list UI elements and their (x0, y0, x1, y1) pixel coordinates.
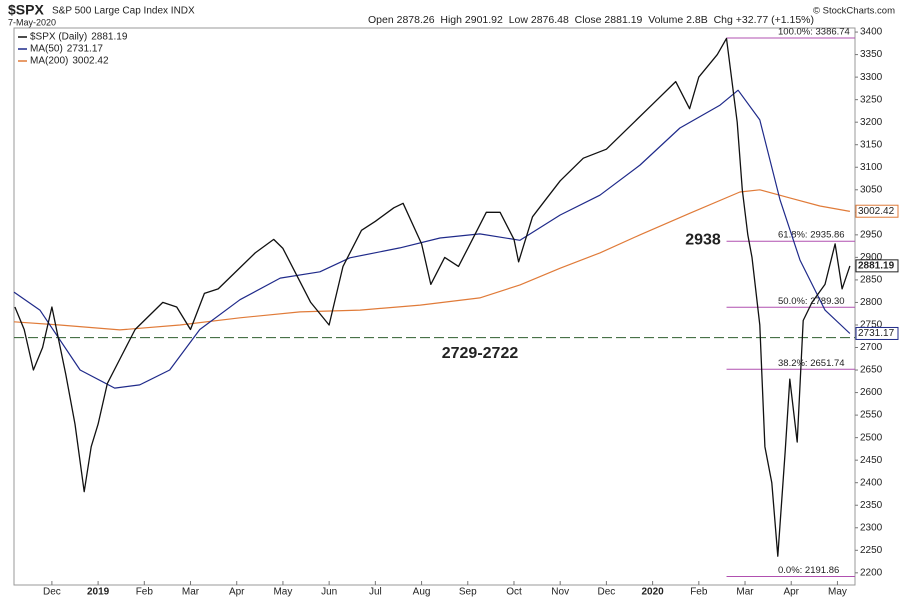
x-tick-label: Oct (506, 587, 522, 598)
credit: © StockCharts.com (813, 6, 895, 17)
fib-label: 50.0%: 2789.30 (778, 296, 845, 307)
x-tick-label: May (828, 587, 847, 598)
y-tick-label: 2950 (860, 229, 883, 240)
x-tick-label: May (273, 587, 292, 598)
legend-label: MA(200) (30, 56, 68, 67)
x-tick-label: Feb (136, 587, 154, 598)
x-tick-label: Nov (551, 587, 569, 598)
y-tick-label: 2650 (860, 365, 883, 376)
y-tick-label: 2700 (860, 342, 883, 353)
y-tick-label: 3100 (860, 162, 883, 173)
series-line (13, 189, 851, 331)
x-tick-label: Mar (182, 587, 200, 598)
x-tick-label: Dec (43, 587, 61, 598)
y-tick-label: 2450 (860, 455, 883, 466)
y-tick-label: 3150 (860, 139, 883, 150)
y-tick-label: 2550 (860, 410, 883, 421)
y-tick-label: 2250 (860, 545, 883, 556)
last-value-box (855, 326, 899, 340)
y-tick-label: 3250 (860, 94, 883, 105)
series-line (13, 89, 851, 389)
legend-label: $SPX (Daily) (30, 32, 87, 43)
legend-value: 3002.42 (72, 56, 109, 67)
x-tick-label: Feb (690, 587, 708, 598)
x-tick-label: Apr (229, 587, 245, 598)
plot-frame (13, 27, 856, 586)
y-tick-label: 2300 (860, 522, 883, 533)
x-tick-label: Apr (783, 587, 799, 598)
last-value: 3002.42 (858, 206, 895, 217)
x-tick-label: Mar (736, 587, 754, 598)
series-line (14, 37, 851, 557)
x-tick-label: Aug (413, 587, 431, 598)
support-annotation: 2729-2722 (442, 345, 519, 362)
y-tick-label: 3300 (860, 72, 883, 83)
x-tick-label: Jul (369, 587, 382, 598)
y-tick-label: 2800 (860, 297, 883, 308)
y-tick-label: 2350 (860, 500, 883, 511)
x-tick-label: Jun (321, 587, 337, 598)
x-tick-label: Sep (459, 587, 477, 598)
x-tick-label: Dec (597, 587, 615, 598)
level-annotation: 2938 (685, 231, 721, 248)
y-tick-label: 2750 (860, 320, 883, 331)
chart-title: $SPX (8, 2, 44, 18)
y-tick-label: 3050 (860, 184, 883, 195)
legend-value: 2731.17 (67, 44, 104, 55)
last-value-box (855, 204, 899, 218)
chart-subtitle: S&P 500 Large Cap Index INDX (52, 6, 195, 17)
y-tick-label: 2200 (860, 567, 883, 578)
date: 7-May-2020 (8, 17, 56, 27)
y-tick-label: 2600 (860, 387, 883, 398)
y-tick-label: 2400 (860, 477, 883, 488)
legend-label: MA(50) (30, 44, 63, 55)
last-value: 2731.17 (858, 328, 895, 339)
y-tick-label: 3200 (860, 117, 883, 128)
fib-label: 61.8%: 2935.86 (778, 230, 845, 241)
y-tick-label: 2850 (860, 275, 883, 286)
y-tick-label: 2900 (860, 252, 883, 263)
x-tick-label: 2020 (641, 587, 664, 598)
y-tick-label: 2500 (860, 432, 883, 443)
legend-value: 2881.19 (91, 32, 128, 43)
last-value: 2881.19 (858, 260, 895, 271)
fib-label: 100.0%: 3386.74 (778, 27, 850, 38)
last-value-box (855, 259, 899, 273)
x-tick-label: 2019 (87, 587, 110, 598)
y-tick-label: 3350 (860, 49, 883, 60)
y-tick-label: 3400 (860, 27, 883, 38)
fib-label: 0.0%: 2191.86 (778, 565, 839, 576)
fib-label: 38.2%: 2651.74 (778, 358, 845, 369)
quote: Open 2878.26 High 2901.92 Low 2876.48 Cl… (368, 14, 814, 26)
